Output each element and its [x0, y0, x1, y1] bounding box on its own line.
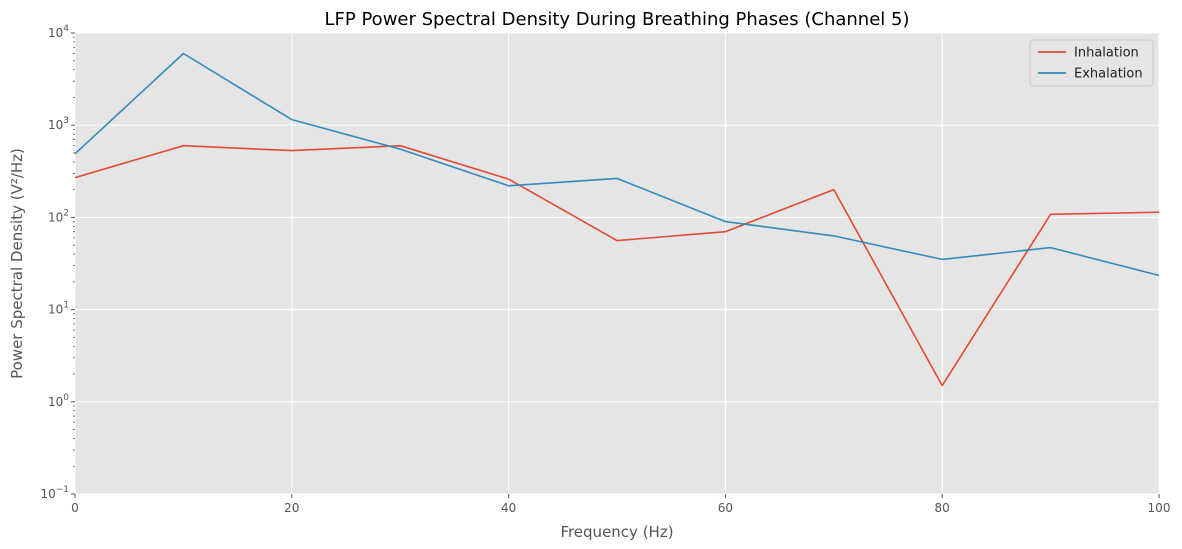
- legend-label: Exhalation: [1074, 67, 1143, 82]
- y-axis-label: Power Spectral Density (V²/Hz): [8, 148, 26, 379]
- x-tick-label: 80: [935, 501, 950, 515]
- y-tick-label: 104: [48, 24, 69, 40]
- chart-title: LFP Power Spectral Density During Breath…: [325, 9, 910, 30]
- legend-label: Inhalation: [1074, 46, 1139, 61]
- x-tick-label: 40: [501, 501, 516, 515]
- x-axis-label: Frequency (Hz): [560, 523, 673, 541]
- y-tick-label: 101: [48, 301, 69, 317]
- series-line-exhalation: [74, 52, 1160, 277]
- plot-area: [75, 33, 1159, 494]
- y-tick-label: 102: [48, 208, 69, 224]
- x-tick-label: 0: [71, 501, 79, 515]
- x-tick-label: 20: [284, 501, 299, 515]
- y-axis-ticks: 10−1 100 101 102 103 104: [40, 24, 75, 501]
- series-layer: [74, 52, 1160, 387]
- y-tick-label: 103: [48, 116, 69, 132]
- grid: [74, 32, 1160, 495]
- legend: Inhalation Exhalation: [1029, 39, 1154, 87]
- x-tick-label: 60: [718, 501, 733, 515]
- y-tick-label: 100: [48, 393, 69, 409]
- x-tick-label: 100: [1148, 501, 1171, 515]
- minor-ticks: [73, 36, 75, 467]
- y-tick-label: 10−1: [40, 485, 69, 501]
- x-axis-ticks: 0 20 40 60 80 100: [71, 494, 1170, 515]
- series-line-inhalation: [74, 144, 1160, 387]
